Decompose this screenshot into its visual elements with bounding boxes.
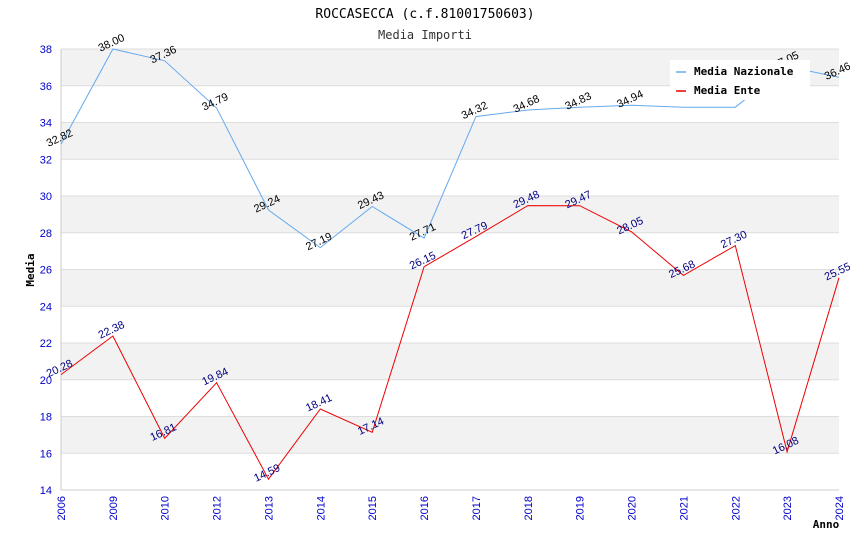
grid-band — [61, 416, 839, 454]
x-tick-label: 2019 — [575, 496, 587, 520]
grid-band — [61, 306, 839, 343]
x-tick-label: 2022 — [730, 496, 742, 520]
x-tick-label: 2014 — [315, 496, 327, 520]
grid-band — [61, 453, 839, 490]
y-tick-label: 18 — [40, 412, 52, 424]
x-tick-label: 2021 — [678, 496, 690, 520]
grid-bands — [60, 48, 839, 491]
legend-box — [670, 60, 810, 100]
x-axis-ticks: 2006 2009 2010 2012 2013 2014 2015 2016 2017 2018… — [56, 496, 846, 520]
series-line-media-ente — [60, 205, 840, 481]
x-tick-label: 2016 — [419, 496, 431, 520]
y-tick-label: 14 — [40, 485, 52, 497]
x-tick-label: 2015 — [367, 496, 379, 520]
x-tick-label: 2012 — [212, 496, 224, 520]
y-tick-label: 34 — [40, 118, 52, 130]
y-tick-label: 16 — [40, 448, 52, 460]
x-tick-label: 2017 — [471, 496, 483, 520]
series-lines — [60, 48, 840, 481]
legend: Media Nazionale Media Ente — [670, 60, 810, 100]
chart-title: ROCCASECCA (c.f.81001750603) — [315, 7, 534, 22]
x-tick-label: 2013 — [263, 496, 275, 520]
x-tick-label: 2024 — [834, 496, 846, 520]
y-tick-label: 32 — [40, 154, 52, 166]
y-tick-label: 26 — [40, 265, 52, 277]
legend-label-media-nazionale: Media Nazionale — [694, 65, 794, 78]
grid-band — [61, 122, 839, 160]
y-tick-label: 22 — [40, 338, 52, 350]
y-tick-label: 30 — [40, 191, 52, 203]
x-axis-label: Anno — [813, 518, 840, 531]
x-tick-label: 2020 — [627, 496, 639, 520]
x-tick-label: 2006 — [56, 496, 68, 520]
grid-band — [61, 379, 839, 417]
y-tick-label: 20 — [40, 375, 52, 387]
x-tick-label: 2023 — [782, 496, 794, 520]
x-tick-label: 2010 — [160, 496, 172, 520]
y-axis-ticks: 14 16 18 20 22 24 26 28 30 32 34 36 38 — [40, 44, 52, 497]
legend-label-media-ente: Media Ente — [694, 84, 761, 97]
y-tick-label: 28 — [40, 228, 52, 240]
y-tick-label: 24 — [40, 301, 52, 313]
chart-subtitle: Media Importi — [378, 28, 472, 42]
grid-band — [61, 343, 839, 380]
x-tick-label: 2018 — [523, 496, 535, 520]
y-axis-label: Media — [24, 253, 37, 286]
series-line-media-nazionale — [60, 48, 840, 249]
x-tick-label: 2009 — [108, 496, 120, 520]
grid-band — [61, 196, 839, 233]
grid-band — [61, 269, 839, 307]
y-tick-label: 36 — [40, 81, 52, 93]
y-tick-label: 38 — [40, 44, 52, 56]
